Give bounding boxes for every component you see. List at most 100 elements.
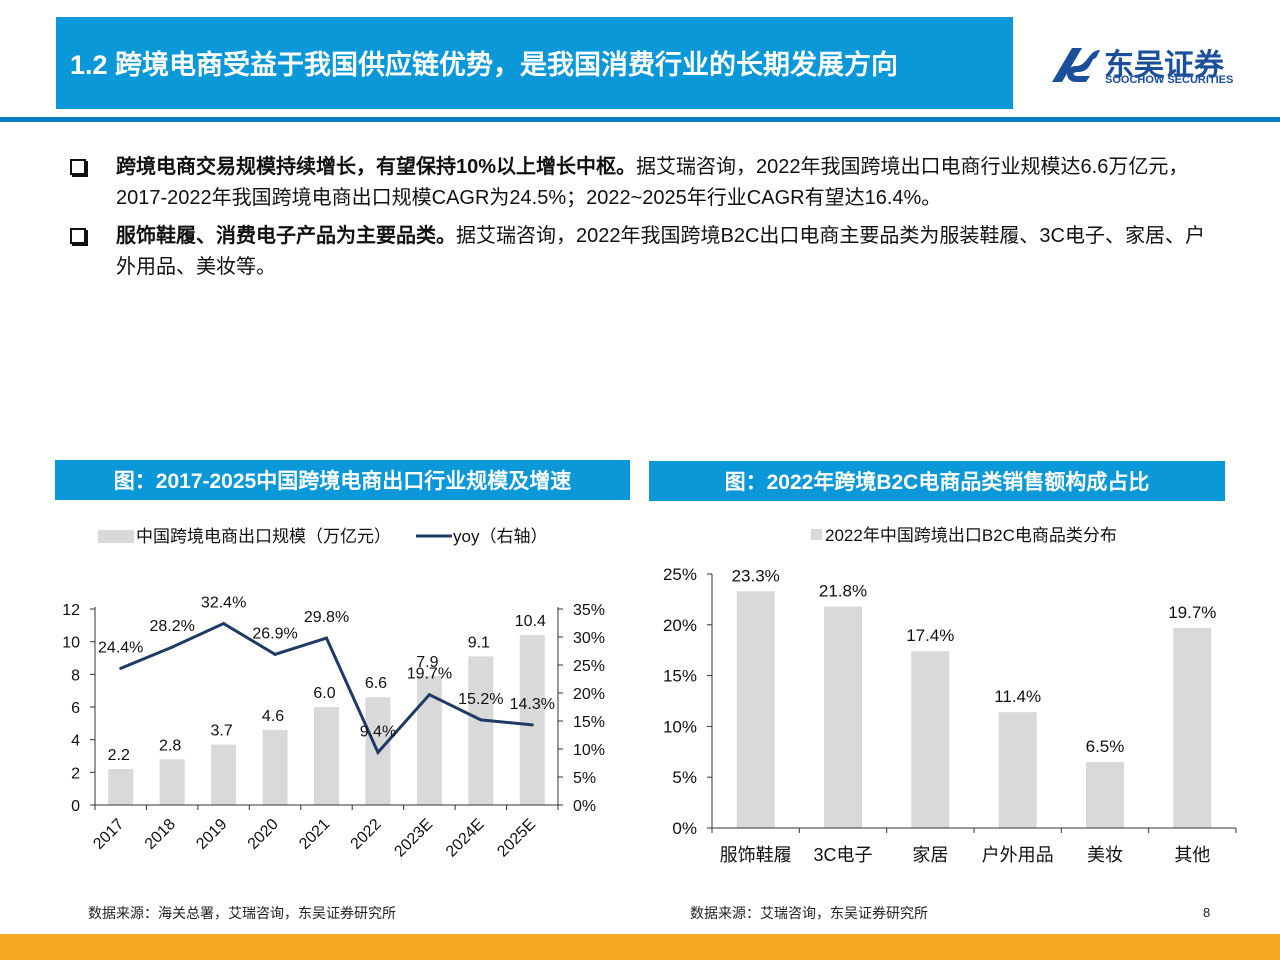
bar-value-label: 11.4% xyxy=(994,687,1041,706)
right-y-tick-label: 20% xyxy=(573,686,605,703)
bar xyxy=(1086,761,1124,828)
bar xyxy=(262,729,288,805)
bar xyxy=(108,769,134,805)
yoy-point xyxy=(119,666,123,670)
bar-value-label: 6.0 xyxy=(313,685,335,702)
bar xyxy=(998,712,1037,828)
right-y-tick-label: 0% xyxy=(573,798,596,815)
y-tick-label: 0% xyxy=(672,819,697,838)
checkbox-bullet-icon xyxy=(70,159,86,175)
bullet-item: 服饰鞋履、消费电子产品为主要品类。据艾瑞咨询，2022年我国跨境B2C出口电商主… xyxy=(70,221,1220,283)
right-y-tick-label: 5% xyxy=(573,770,596,787)
x-tick-label: 服饰鞋履 xyxy=(720,845,792,865)
left-y-tick-label: 12 xyxy=(62,602,80,619)
x-tick-label: 家居 xyxy=(912,845,948,865)
x-tick-label: 2018 xyxy=(142,816,179,853)
right-y-tick-label: 30% xyxy=(573,630,605,647)
bar xyxy=(736,591,775,828)
left-y-tick-label: 10 xyxy=(62,635,80,652)
x-tick-label: 2025E xyxy=(494,816,539,861)
bar-value-label: 17.4% xyxy=(906,626,954,645)
yoy-value-label: 28.2% xyxy=(149,618,194,635)
footer-bar xyxy=(0,934,1280,960)
yoy-point xyxy=(325,636,328,640)
legend-bar-swatch xyxy=(98,530,134,543)
page-title: 1.2 跨境电商受益于我国供应链优势，是我国消费行业的长期发展方向 xyxy=(70,50,899,80)
bar-value-label: 4.6 xyxy=(262,708,284,725)
page-number: 8 xyxy=(1203,905,1211,920)
header-rule xyxy=(0,117,1280,122)
bar xyxy=(468,656,494,805)
x-tick-label: 2024E xyxy=(443,816,488,861)
bar xyxy=(211,744,237,805)
bullet-list: 跨境电商交易规模持续增长，有望保持10%以上增长中枢。据艾瑞咨询，2022年我国… xyxy=(70,152,1220,290)
bar-value-label: 3.7 xyxy=(210,723,232,740)
yoy-point xyxy=(427,693,431,697)
checkbox-bullet-icon xyxy=(70,228,86,244)
yoy-value-label: 14.3% xyxy=(510,696,555,713)
x-tick-label: 美妆 xyxy=(1087,845,1123,865)
y-tick-label: 25% xyxy=(663,565,697,584)
left-chart-heading: 图：2017-2025中国跨境电商出口行业规模及增速 xyxy=(55,460,630,500)
bar-value-label: 2.2 xyxy=(108,747,130,764)
yoy-point xyxy=(222,622,226,626)
bullet-bold-text: 跨境电商交易规模持续增长，有望保持10%以上增长中枢。 xyxy=(116,156,637,178)
legend-label: 2022年中国跨境出口B2C电商品类分布 xyxy=(825,526,1117,545)
yoy-point xyxy=(170,645,174,649)
x-tick-label: 2022 xyxy=(348,816,385,853)
bar-value-label: 9.1 xyxy=(468,634,490,651)
left-chart-source: 数据来源：海关总署，艾瑞咨询，东吴证券研究所 xyxy=(88,905,396,921)
right-y-tick-label: 10% xyxy=(573,742,605,759)
legend-line-label: yoy（右轴） xyxy=(453,527,547,546)
x-tick-label: 2019 xyxy=(193,816,230,853)
bullet-text: 据艾瑞咨询，2022年我国跨境B2C出口电商主要品类为服装鞋履、3C电子、家居、… xyxy=(116,225,1205,278)
yoy-value-label: 26.9% xyxy=(252,625,297,642)
left-y-tick-label: 8 xyxy=(71,667,80,684)
bar-value-label: 21.8% xyxy=(819,582,867,601)
right-chart-heading: 图：2022年跨境B2C电商品类销售额构成占比 xyxy=(649,461,1225,501)
bar-value-label: 7.9 xyxy=(416,654,438,671)
yoy-value-label: 9.4% xyxy=(360,723,396,740)
right-y-tick-label: 25% xyxy=(573,658,605,675)
title-bar: 1.2 跨境电商受益于我国供应链优势，是我国消费行业的长期发展方向 xyxy=(56,17,1013,109)
bar xyxy=(1173,627,1212,828)
yoy-point xyxy=(376,750,380,754)
left-y-tick-label: 6 xyxy=(71,700,80,717)
soochow-logo: 东吴证券 SOOCHOW SECURITIES xyxy=(1046,38,1246,98)
bar xyxy=(824,606,862,828)
bar-value-label: 19.7% xyxy=(1168,603,1216,622)
bar xyxy=(519,635,545,805)
x-tick-label: 2020 xyxy=(245,816,282,853)
bullet-text: 据艾瑞咨询，2022年我国跨境出口电商行业规模达6.6万亿元，2017-2022… xyxy=(116,156,1189,209)
bar xyxy=(159,759,185,805)
x-tick-label: 2017 xyxy=(90,816,127,853)
bar-value-label: 10.4 xyxy=(515,613,546,630)
yoy-value-label: 32.4% xyxy=(201,595,246,612)
legend-bar-label: 中国跨境电商出口规模（万亿元） xyxy=(136,527,391,546)
bar xyxy=(314,707,339,805)
y-tick-label: 20% xyxy=(663,616,697,635)
bar-value-label: 23.3% xyxy=(732,566,780,585)
category-share-chart: 2022年中国跨境出口B2C电商品类分布 23.3% 21.8% 17.4% 11.4%… xyxy=(663,526,1237,865)
bullet-bold-text: 服饰鞋履、消费电子产品为主要品类。 xyxy=(116,225,456,247)
bar xyxy=(911,651,950,828)
bar-value-label: 6.5% xyxy=(1086,737,1125,756)
x-tick-label: 2021 xyxy=(296,816,333,853)
y-tick-label: 10% xyxy=(663,717,697,736)
x-tick-label: 3C电子 xyxy=(813,845,872,865)
right-y-tick-label: 35% xyxy=(573,602,605,619)
x-tick-label: 户外用品 xyxy=(982,845,1054,865)
yoy-point xyxy=(479,718,483,722)
x-tick-label: 其他 xyxy=(1174,845,1210,865)
y-tick-label: 5% xyxy=(672,768,697,787)
legend-swatch xyxy=(811,529,822,540)
right-y-tick-label: 15% xyxy=(573,714,605,731)
yoy-value-label: 24.4% xyxy=(98,639,143,656)
soochow-logo-icon xyxy=(1052,48,1100,82)
bullet-item: 跨境电商交易规模持续增长，有望保持10%以上增长中枢。据艾瑞咨询，2022年我国… xyxy=(70,152,1220,214)
export-scale-chart: 中国跨境电商出口规模（万亿元） yoy（右轴） 2.2 2.8 3.7 4.6 6.0 6.6… xyxy=(62,527,605,861)
left-y-tick-label: 4 xyxy=(71,733,80,750)
right-chart-source: 数据来源：艾瑞咨询，东吴证券研究所 xyxy=(690,905,928,921)
y-tick-label: 15% xyxy=(663,667,697,686)
left-y-tick-label: 0 xyxy=(71,798,80,815)
